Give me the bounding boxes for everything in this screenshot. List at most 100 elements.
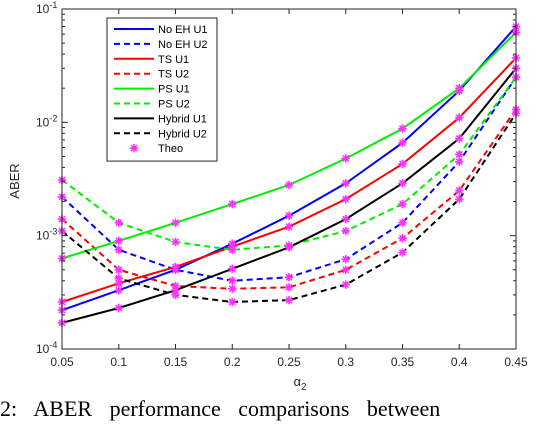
- theo-point: [171, 237, 180, 247]
- theo-marker-dot: [286, 285, 292, 290]
- theo-marker-dot: [230, 299, 235, 305]
- theo-point: [171, 218, 180, 227]
- theo-marker-dot: [457, 196, 462, 202]
- x-tick-label: 0.05: [50, 355, 74, 369]
- theo-marker-dot: [400, 220, 405, 225]
- theo-marker-dot: [230, 286, 235, 291]
- x-tick-label: 0.45: [504, 355, 528, 369]
- x-tick-label: 0.1: [110, 355, 127, 369]
- theo-point: [114, 303, 123, 313]
- theo-point: [171, 290, 180, 300]
- theo-point: [341, 214, 350, 224]
- y-tick-label-base: 10: [36, 342, 50, 356]
- theo-marker-dot: [286, 224, 292, 229]
- y-tick-label: 10-4: [36, 340, 57, 356]
- legend-label: TS U1: [158, 54, 189, 66]
- theo-point: [398, 159, 407, 169]
- theo-point: [228, 199, 237, 209]
- theo-point: [455, 150, 464, 159]
- theo-marker-dot: [343, 267, 348, 272]
- y-tick-label-base: 10: [36, 115, 50, 129]
- theo-point: [284, 211, 294, 220]
- theo-point: [455, 157, 464, 166]
- x-tick-label: 0.4: [451, 355, 468, 369]
- theo-point: [455, 194, 464, 204]
- legend-label: No EH U2: [158, 39, 208, 51]
- theo-point: [114, 245, 123, 255]
- x-tick-label: 0.15: [164, 355, 188, 369]
- legend-label: Theo: [158, 143, 183, 155]
- theo-point: [398, 138, 407, 147]
- theo-marker-dot: [343, 256, 348, 262]
- x-axis-title-subscript: 2: [301, 382, 307, 392]
- legend-label: No EH U1: [158, 24, 208, 36]
- y-tick-label: 10-2: [36, 113, 57, 129]
- theo-point: [114, 236, 123, 246]
- theo-point: [341, 179, 350, 188]
- y-tick-label-exponent: -3: [49, 227, 57, 237]
- theo-marker-dot: [116, 305, 121, 311]
- theo-marker-dot: [116, 238, 121, 244]
- theo-marker-dot: [457, 152, 462, 157]
- theo-marker-dot: [457, 115, 462, 120]
- theo-marker-dot: [286, 182, 292, 188]
- figure-caption: 2: ABER performance comparisons between: [0, 396, 441, 421]
- theo-point: [455, 84, 464, 93]
- y-axis-title: ABER: [7, 163, 22, 198]
- theo-marker-dot: [400, 201, 405, 207]
- x-tick-label: 0.2: [224, 355, 241, 369]
- theo-point: [284, 243, 294, 252]
- theo-point: [511, 109, 521, 118]
- legend-label: Hybrid U2: [158, 128, 207, 140]
- theo-marker-dot: [343, 156, 348, 161]
- theo-point: [341, 265, 350, 274]
- y-tick-label: 10-3: [36, 227, 57, 243]
- theo-point: [228, 297, 237, 307]
- theo-point: [398, 199, 407, 209]
- theo-point: [228, 276, 237, 285]
- legend-theo-marker: [129, 144, 139, 153]
- theo-marker-dot: [343, 181, 348, 186]
- theo-point: [398, 248, 407, 257]
- theo-marker-dot: [173, 239, 178, 245]
- theo-marker-dot: [116, 267, 121, 272]
- theo-marker-dot: [286, 213, 292, 218]
- theo-marker-dot: [116, 220, 121, 225]
- theo-marker-dot: [173, 288, 178, 293]
- theo-point: [284, 222, 294, 231]
- theo-point: [341, 254, 350, 264]
- theo-point: [228, 264, 237, 274]
- legend: No EH U1 No EH U2 TS U1 TS U2 PS U1 PS U2 Hybr…: [106, 17, 218, 162]
- theo-point: [455, 134, 464, 143]
- theo-point: [114, 274, 123, 283]
- theo-point: [455, 186, 464, 195]
- theo-marker-dot: [343, 216, 348, 222]
- theo-marker-dot: [457, 159, 462, 164]
- theo-point: [398, 179, 407, 188]
- theo-marker-dot: [286, 245, 292, 250]
- theo-marker-dot: [400, 235, 405, 241]
- theo-point: [114, 286, 123, 295]
- theo-point: [398, 218, 407, 227]
- y-tick-label-base: 10: [36, 229, 50, 243]
- theo-marker-dot: [400, 126, 405, 131]
- theo-marker-dot: [116, 288, 121, 293]
- theo-point: [228, 245, 237, 255]
- theo-marker-dot: [457, 136, 462, 141]
- theo-point: [284, 283, 294, 292]
- theo-point: [284, 273, 294, 282]
- theo-point: [228, 284, 237, 293]
- y-tick-label-exponent: -2: [49, 113, 57, 123]
- theo-marker-dot: [400, 161, 405, 167]
- x-axis-title: α2: [293, 374, 307, 392]
- theo-marker-dot: [343, 228, 348, 234]
- y-tick-label-exponent: -1: [49, 0, 57, 10]
- series-line-4: [61, 108, 517, 290]
- theo-marker-dot: [230, 278, 235, 283]
- theo-point: [398, 124, 407, 133]
- aber-chart: 0.05 0.1 0.15 0.2 0.25 0.3 0.35 0.4 0.4510-410-3…: [7, 0, 528, 392]
- theo-marker-dot: [116, 247, 121, 253]
- series-line-8: [61, 112, 517, 304]
- theo-marker-dot: [400, 250, 405, 255]
- theo-point: [341, 226, 350, 236]
